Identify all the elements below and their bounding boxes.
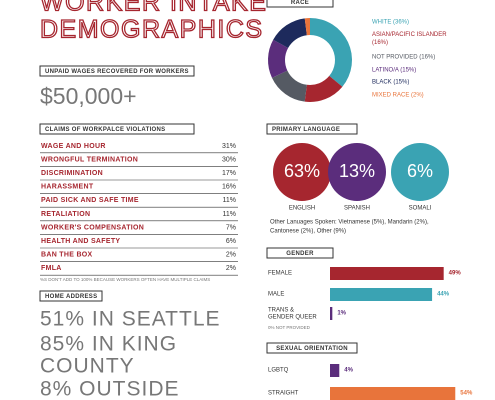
violation-percent: 6%	[226, 238, 236, 245]
language-note: Cantonese (2%), Other (9%)	[270, 229, 346, 235]
language-percent: 63%	[284, 161, 320, 181]
violations-table: WAGE AND HOUR 31% WRONGFUL TERMINATION 30% D…	[40, 143, 238, 276]
section-header: GENDER	[286, 251, 314, 257]
violation-percent: 11%	[223, 197, 237, 204]
bar-value: 44%	[437, 292, 450, 298]
violation-label: BAN THE BOX	[41, 252, 93, 259]
address-line: 51% IN SEATTLE	[40, 308, 221, 331]
legend-label: NOT PROVIDED (16%)	[372, 55, 435, 61]
title-line: DEMOGRAPHICS	[40, 16, 264, 44]
violation-label: WAGE AND HOUR	[41, 143, 106, 150]
violation-percent: 31%	[222, 143, 236, 150]
title-line: WORKER INTAKE	[40, 0, 267, 17]
language-circle	[273, 143, 331, 201]
violation-percent: 7%	[226, 224, 236, 231]
address-line: 8% OUTSIDE	[40, 378, 180, 400]
bar-value: 54%	[460, 391, 473, 397]
language-percent: 6%	[407, 161, 433, 181]
section-header: HOME ADDRESS	[45, 294, 97, 300]
section-header: PRIMARY LANGUAGE	[272, 127, 340, 133]
legend-label: ASIAN/PACIFIC ISLANDER (16%)	[372, 32, 447, 46]
address-line: COUNTY	[40, 355, 135, 378]
gender-note: 0% NOT PROVIDED	[268, 325, 311, 330]
bar	[330, 288, 433, 301]
section-header-box	[266, 0, 334, 8]
pie-slice	[304, 18, 310, 36]
section-header-box	[39, 65, 195, 77]
bar	[330, 364, 340, 377]
section-header-box	[266, 123, 358, 135]
pie-slice	[271, 70, 307, 102]
section-header-box	[266, 342, 358, 354]
violation-label: HARASSMENT	[41, 184, 94, 191]
section-header-box	[266, 247, 334, 259]
wages-value: $50,000+	[40, 83, 137, 109]
pie-slice	[304, 75, 343, 102]
violation-label: HEALTH AND SAFETY	[41, 238, 120, 245]
violation-label: FMLA	[41, 265, 62, 272]
violation-percent: 30%	[222, 156, 236, 163]
legend-label: BLACK (15%)	[372, 80, 409, 86]
violations-note: %S DON'T ADD TO 100% BECAUSE WORKERS OFT…	[40, 277, 210, 282]
bar-label: TRANS & GENDER QUEER	[268, 307, 317, 320]
violation-percent: 16%	[222, 184, 236, 191]
language-circle	[391, 143, 449, 201]
bar-label: LGBTQ	[268, 368, 289, 374]
violation-percent: 2%	[226, 252, 236, 259]
pie-slice	[310, 18, 352, 87]
violation-percent: 11%	[223, 211, 237, 218]
language-percent: 13%	[339, 161, 375, 181]
language-note: Other Lanuages Spoken: Vietnamese (5%), …	[270, 220, 429, 226]
bar	[330, 387, 456, 400]
violation-percent: 2%	[226, 265, 236, 272]
bar-value: 1%	[337, 311, 346, 317]
bar	[330, 267, 444, 280]
section-header-box	[39, 290, 103, 302]
violation-percent: 17%	[222, 170, 236, 177]
bar-label: MALE	[268, 292, 284, 298]
language-label: SOMALI	[409, 206, 432, 212]
legend-label: MIXED RACE (2%)	[372, 93, 424, 99]
section-header: SEXUAL ORIENTATION	[276, 346, 348, 352]
language-label: SPANISH	[344, 206, 370, 212]
address-line: 85% IN KING	[40, 333, 177, 356]
language-circle	[328, 143, 386, 201]
bar-value: 49%	[449, 271, 462, 277]
legend-label: LATINO/A (15%)	[372, 68, 416, 74]
section-header-box	[39, 123, 195, 135]
section-header: UNPAID WAGES RECOVERED FOR WORKERS	[45, 69, 189, 75]
bar-label: FEMALE	[268, 271, 292, 277]
language-label: ENGLISH	[289, 206, 315, 212]
violation-label: DISCRIMINATION	[41, 170, 103, 177]
bar-value: 4%	[344, 368, 353, 374]
violation-label: WRONGFUL TERMINATION	[41, 156, 138, 163]
bar	[330, 307, 333, 320]
pie-slice	[268, 39, 289, 78]
section-header: CLAIMS OF WORKPALCE VIOLATIONS	[45, 127, 165, 133]
bar-label: STRAIGHT	[268, 391, 299, 397]
section-header: RACE	[291, 0, 309, 6]
pie-slice	[273, 18, 307, 48]
legend-label: WHITE (36%)	[372, 20, 409, 26]
violation-label: PAID SICK AND SAFE TIME	[41, 197, 139, 204]
violation-label: WORKER'S COMPENSATION	[41, 224, 144, 231]
violation-label: RETALIATION	[41, 211, 90, 218]
